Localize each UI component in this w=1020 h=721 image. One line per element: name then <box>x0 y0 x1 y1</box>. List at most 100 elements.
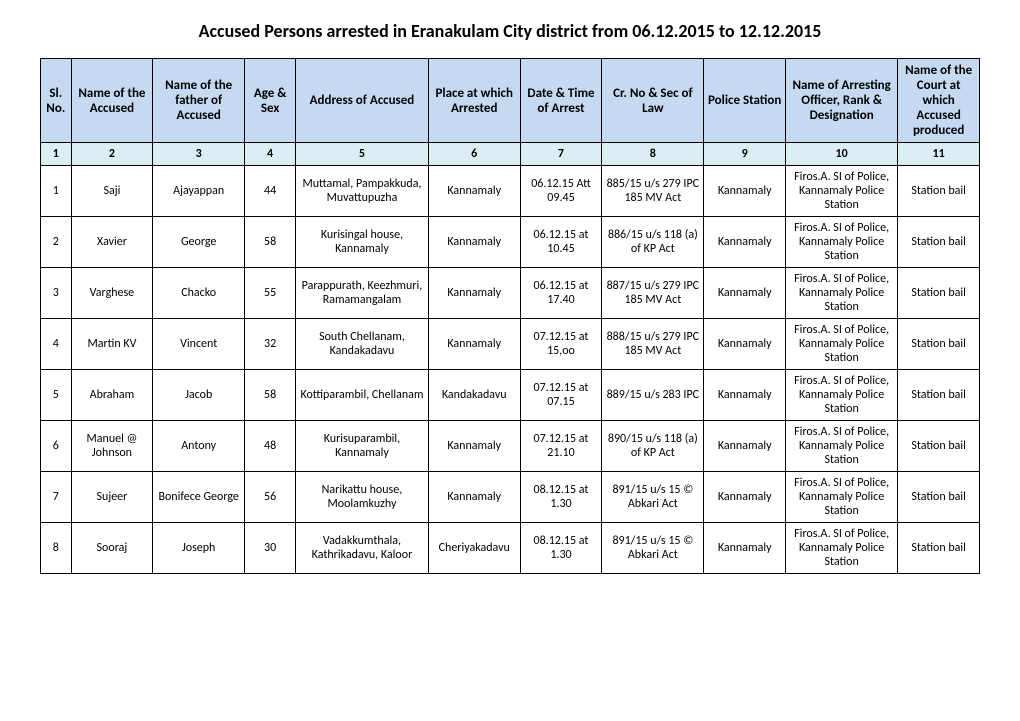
cell-c6: Cheriyakadavu <box>428 523 520 574</box>
colnum-5: 5 <box>296 143 429 166</box>
cell-c8: 888/15 u/s 279 IPC 185 MV Act <box>602 319 704 370</box>
cell-c10: Firos.A. SI of Police, Kannamaly Police … <box>786 421 898 472</box>
cell-c9: Kannamaly <box>704 370 786 421</box>
cell-c10: Firos.A. SI of Police, Kannamaly Police … <box>786 370 898 421</box>
colnum-4: 4 <box>245 143 296 166</box>
cell-c8: 885/15 u/s 279 IPC 185 MV Act <box>602 166 704 217</box>
cell-c3: Chacko <box>153 268 245 319</box>
cell-c1: 7 <box>41 472 72 523</box>
header-age-sex: Age & Sex <box>245 59 296 143</box>
cell-c10: Firos.A. SI of Police, Kannamaly Police … <box>786 268 898 319</box>
cell-c7: 07.12.15 at 07.15 <box>520 370 602 421</box>
cell-c1: 8 <box>41 523 72 574</box>
cell-c2: Sujeer <box>71 472 153 523</box>
cell-c5: Muttamal, Pampakkuda, Muvattupuzha <box>296 166 429 217</box>
cell-c8: 887/15 u/s 279 IPC 185 MV Act <box>602 268 704 319</box>
cell-c2: Martin KV <box>71 319 153 370</box>
cell-c4: 58 <box>245 370 296 421</box>
arrests-table: Sl. No. Name of the Accused Name of the … <box>40 58 980 574</box>
cell-c4: 48 <box>245 421 296 472</box>
colnum-1: 1 <box>41 143 72 166</box>
cell-c6: Kandakadavu <box>428 370 520 421</box>
colnum-3: 3 <box>153 143 245 166</box>
header-court: Name of the Court at which Accused produ… <box>898 59 980 143</box>
cell-c10: Firos.A. SI of Police, Kannamaly Police … <box>786 319 898 370</box>
cell-c1: 3 <box>41 268 72 319</box>
cell-c3: Bonifece George <box>153 472 245 523</box>
cell-c9: Kannamaly <box>704 217 786 268</box>
cell-c6: Kannamaly <box>428 268 520 319</box>
cell-c5: Parappurath, Keezhmuri, Ramamangalam <box>296 268 429 319</box>
table-row: 3VargheseChacko55Parappurath, Keezhmuri,… <box>41 268 980 319</box>
cell-c9: Kannamaly <box>704 523 786 574</box>
cell-c3: Joseph <box>153 523 245 574</box>
cell-c1: 6 <box>41 421 72 472</box>
colnum-7: 7 <box>520 143 602 166</box>
cell-c5: Kottiparambil, Chellanam <box>296 370 429 421</box>
cell-c4: 56 <box>245 472 296 523</box>
cell-c3: Antony <box>153 421 245 472</box>
cell-c1: 5 <box>41 370 72 421</box>
cell-c11: Station bail <box>898 217 980 268</box>
header-crno: Cr. No & Sec of Law <box>602 59 704 143</box>
cell-c4: 32 <box>245 319 296 370</box>
colnum-2: 2 <box>71 143 153 166</box>
cell-c5: Narikattu house, Moolamkuzhy <box>296 472 429 523</box>
cell-c7: 07.12.15 at 21.10 <box>520 421 602 472</box>
cell-c10: Firos.A. SI of Police, Kannamaly Police … <box>786 523 898 574</box>
cell-c10: Firos.A. SI of Police, Kannamaly Police … <box>786 217 898 268</box>
cell-c11: Station bail <box>898 523 980 574</box>
cell-c8: 891/15 u/s 15 © Abkari Act <box>602 472 704 523</box>
cell-c2: Sooraj <box>71 523 153 574</box>
cell-c4: 55 <box>245 268 296 319</box>
cell-c7: 06.12.15 at 17.40 <box>520 268 602 319</box>
header-officer: Name of Arresting Officer, Rank & Design… <box>786 59 898 143</box>
cell-c3: George <box>153 217 245 268</box>
cell-c2: Varghese <box>71 268 153 319</box>
cell-c8: 889/15 u/s 283 IPC <box>602 370 704 421</box>
colnum-11: 11 <box>898 143 980 166</box>
cell-c6: Kannamaly <box>428 166 520 217</box>
table-row: 1SajiAjayappan44Muttamal, Pampakkuda, Mu… <box>41 166 980 217</box>
cell-c3: Vincent <box>153 319 245 370</box>
cell-c5: Kurisuparambil, Kannamaly <box>296 421 429 472</box>
cell-c7: 07.12.15 at 15,oo <box>520 319 602 370</box>
cell-c11: Station bail <box>898 268 980 319</box>
table-row: 8SoorajJoseph30Vadakkumthala, Kathrikada… <box>41 523 980 574</box>
table-row: 2XavierGeorge58Kurisingal house, Kannama… <box>41 217 980 268</box>
cell-c1: 1 <box>41 166 72 217</box>
cell-c4: 58 <box>245 217 296 268</box>
cell-c10: Firos.A. SI of Police, Kannamaly Police … <box>786 166 898 217</box>
cell-c9: Kannamaly <box>704 421 786 472</box>
colnum-6: 6 <box>428 143 520 166</box>
header-place-arrested: Place at which Arrested <box>428 59 520 143</box>
cell-c9: Kannamaly <box>704 166 786 217</box>
cell-c11: Station bail <box>898 421 980 472</box>
cell-c7: 08.12.15 at 1.30 <box>520 472 602 523</box>
header-police-station: Police Station <box>704 59 786 143</box>
cell-c3: Ajayappan <box>153 166 245 217</box>
header-accused: Name of the Accused <box>71 59 153 143</box>
cell-c6: Kannamaly <box>428 472 520 523</box>
table-row: 5AbrahamJacob58Kottiparambil, ChellanamK… <box>41 370 980 421</box>
cell-c8: 890/15 u/s 118 (a) of KP Act <box>602 421 704 472</box>
cell-c7: 08.12.15 at 1.30 <box>520 523 602 574</box>
cell-c4: 30 <box>245 523 296 574</box>
table-row: 4Martin KVVincent32South Chellanam, Kand… <box>41 319 980 370</box>
cell-c11: Station bail <box>898 472 980 523</box>
cell-c9: Kannamaly <box>704 268 786 319</box>
cell-c6: Kannamaly <box>428 421 520 472</box>
cell-c6: Kannamaly <box>428 217 520 268</box>
header-address: Address of Accused <box>296 59 429 143</box>
cell-c11: Station bail <box>898 166 980 217</box>
header-slno: Sl. No. <box>41 59 72 143</box>
cell-c2: Saji <box>71 166 153 217</box>
cell-c7: 06.12.15 Att 09.45 <box>520 166 602 217</box>
table-row: 6Manuel @ JohnsonAntony48Kurisuparambil,… <box>41 421 980 472</box>
header-date-time: Date & Time of Arrest <box>520 59 602 143</box>
colnum-9: 9 <box>704 143 786 166</box>
column-number-row: 1 2 3 4 5 6 7 8 9 10 11 <box>41 143 980 166</box>
cell-c2: Xavier <box>71 217 153 268</box>
header-row: Sl. No. Name of the Accused Name of the … <box>41 59 980 143</box>
cell-c11: Station bail <box>898 319 980 370</box>
